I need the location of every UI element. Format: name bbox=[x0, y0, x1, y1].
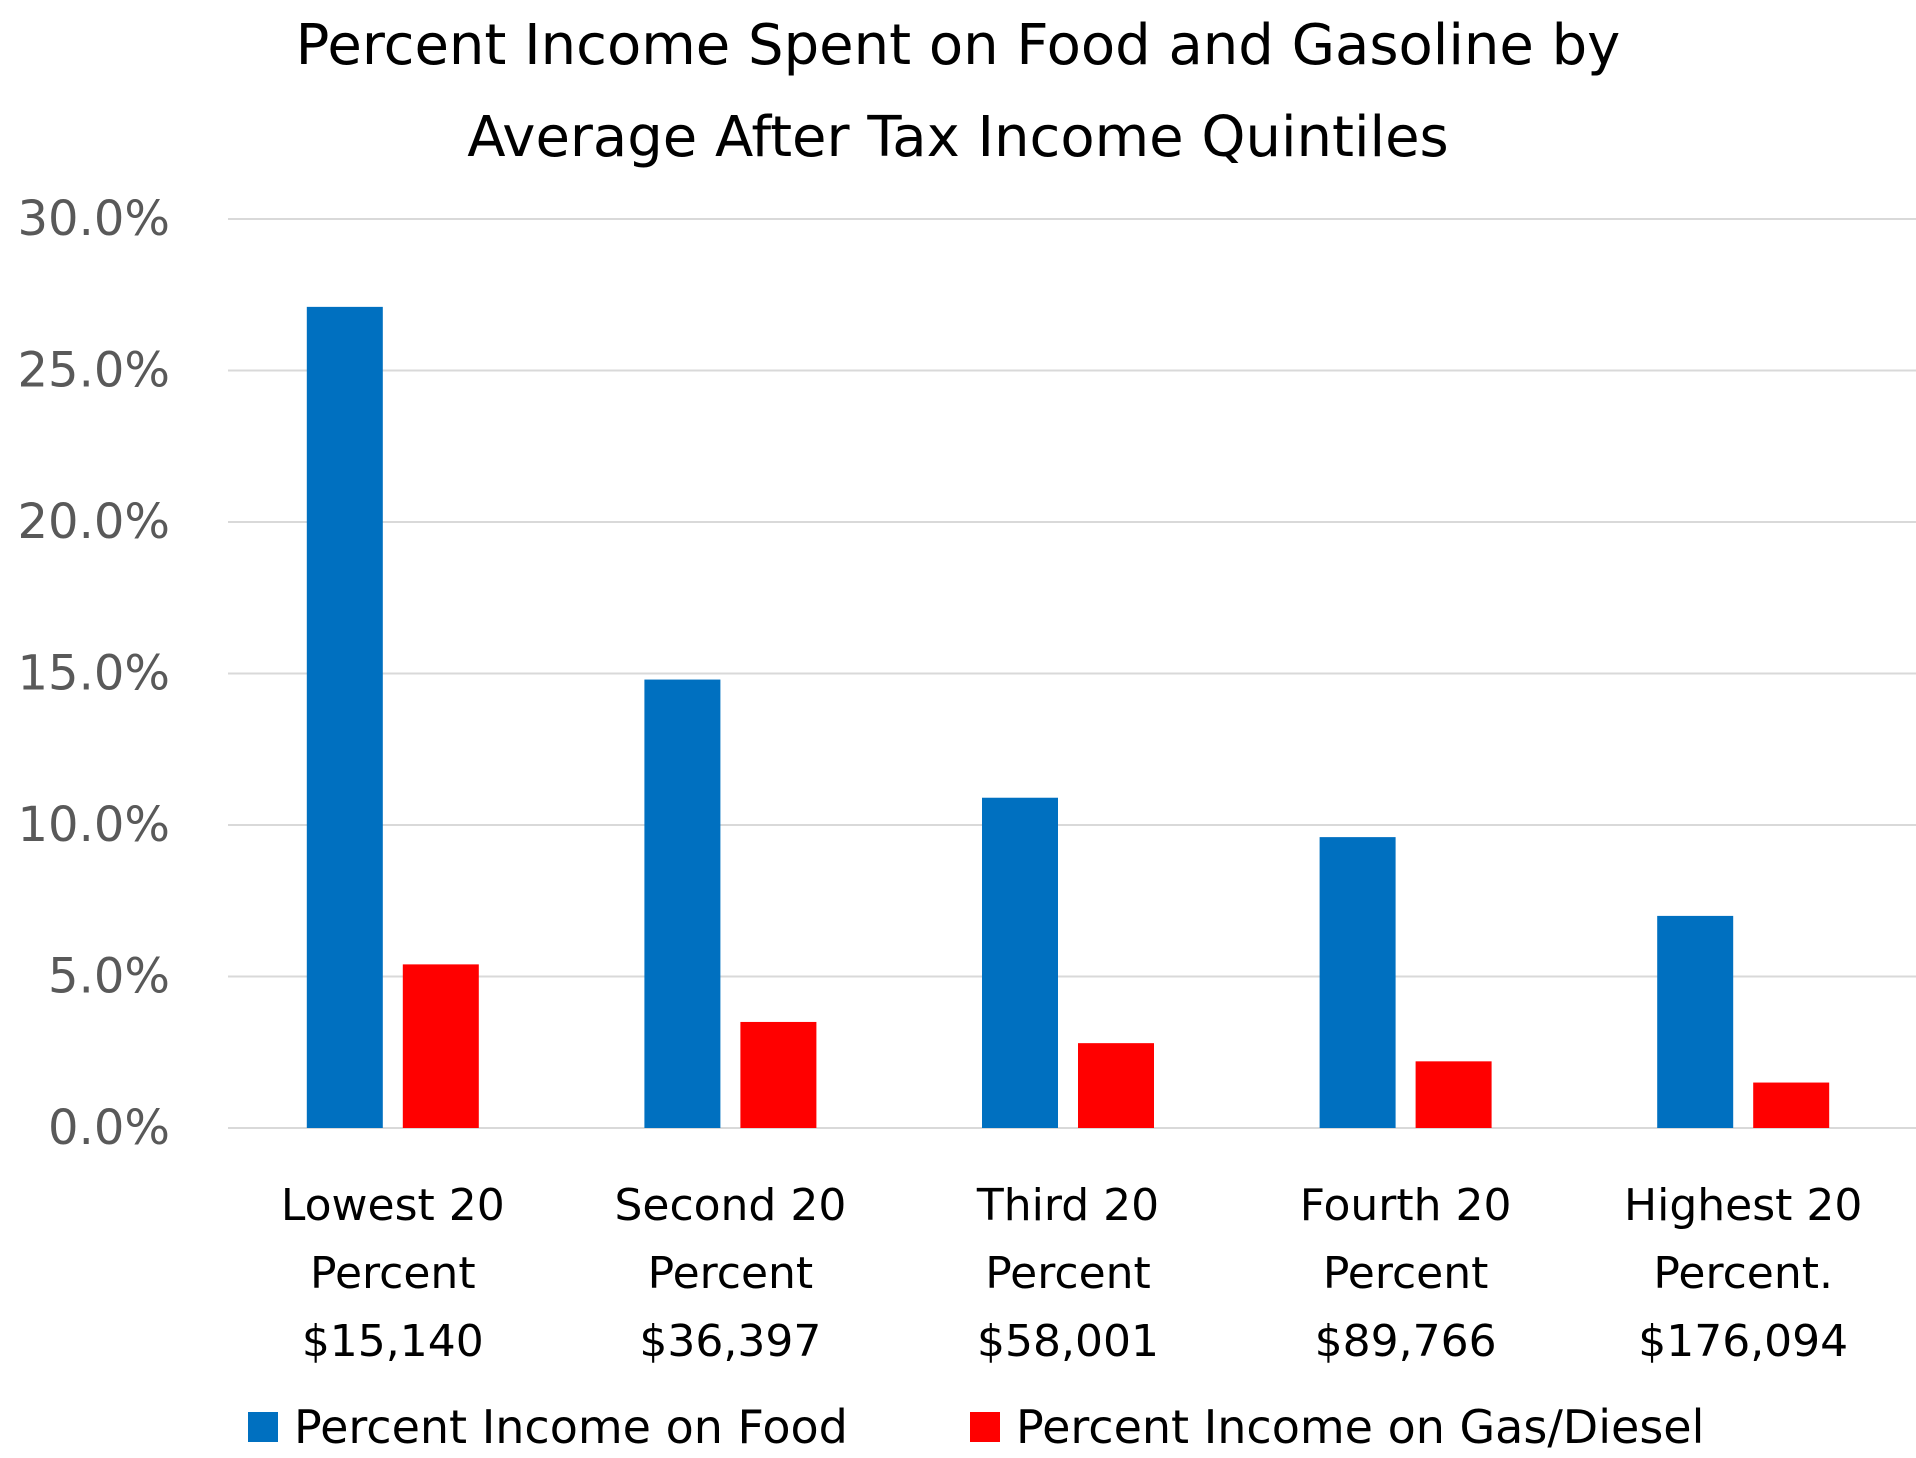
chart-title-line-2: Average After Tax Income Quintiles bbox=[467, 105, 1449, 170]
x-tick-label: Percent bbox=[985, 1248, 1151, 1299]
legend-label-food: Percent Income on Food bbox=[294, 1400, 848, 1454]
y-tick-label: 5.0% bbox=[48, 949, 170, 1005]
y-tick-label: 0.0% bbox=[48, 1100, 170, 1156]
bar-food-3 bbox=[982, 797, 1058, 1128]
legend-label-gas: Percent Income on Gas/Diesel bbox=[1016, 1400, 1705, 1454]
bar-gas-3 bbox=[1078, 1043, 1154, 1128]
x-tick-label: Second 20 bbox=[614, 1180, 846, 1231]
bar-food-1 bbox=[306, 306, 383, 1128]
x-tick-label: $89,766 bbox=[1315, 1316, 1497, 1367]
bar-gas-5 bbox=[1753, 1082, 1830, 1128]
bar-gas-2 bbox=[740, 1021, 817, 1128]
chart-title: Percent Income Spent on Food and Gasolin… bbox=[0, 0, 1916, 184]
x-tick-label: $58,001 bbox=[977, 1316, 1159, 1367]
y-tick-label: 20.0% bbox=[18, 494, 170, 550]
legend-item-food: Percent Income on Food bbox=[248, 1398, 848, 1456]
x-tick-label: Highest 20 bbox=[1624, 1180, 1862, 1231]
legend: Percent Income on Food Percent Income on… bbox=[0, 1398, 1916, 1458]
y-tick-label: 10.0% bbox=[18, 797, 170, 853]
bar-gas-1 bbox=[402, 964, 479, 1128]
chart-title-line-1: Percent Income Spent on Food and Gasolin… bbox=[295, 13, 1621, 78]
y-tick-label: 30.0% bbox=[18, 191, 170, 247]
bar-food-2 bbox=[644, 679, 721, 1128]
bar-food-4 bbox=[1319, 837, 1396, 1128]
y-tick-label: 25.0% bbox=[18, 343, 170, 399]
x-tick-label: $15,140 bbox=[302, 1316, 484, 1367]
legend-item-gas: Percent Income on Gas/Diesel bbox=[970, 1398, 1704, 1456]
x-tick-label: $36,397 bbox=[639, 1316, 821, 1367]
x-tick-label: Percent bbox=[648, 1248, 814, 1299]
bars bbox=[306, 306, 1830, 1128]
x-tick-label: Fourth 20 bbox=[1300, 1180, 1512, 1231]
x-tick-label: Lowest 20 bbox=[281, 1180, 505, 1231]
y-tick-label: 15.0% bbox=[18, 646, 170, 702]
x-tick-label: Third 20 bbox=[976, 1180, 1159, 1231]
legend-swatch-gas bbox=[970, 1412, 1000, 1442]
x-tick-label: Percent bbox=[310, 1248, 476, 1299]
bar-chart: 0.0% 5.0% 10.0% 15.0% 20.0% 25.0% 30.0% Lowest… bbox=[18, 191, 1916, 1367]
y-axis-ticks: 0.0% 5.0% 10.0% 15.0% 20.0% 25.0% 30.0% bbox=[18, 191, 170, 1156]
x-tick-label: Percent. bbox=[1653, 1248, 1833, 1299]
x-tick-label: Percent bbox=[1323, 1248, 1489, 1299]
legend-swatch-food bbox=[248, 1412, 278, 1442]
bar-food-5 bbox=[1657, 915, 1734, 1128]
x-axis-labels: Lowest 20 Percent $15,140 Second 20 Percent $… bbox=[281, 1180, 1863, 1367]
bar-gas-4 bbox=[1415, 1061, 1492, 1128]
x-tick-label: $176,094 bbox=[1638, 1316, 1848, 1367]
gridlines bbox=[228, 218, 1916, 1129]
